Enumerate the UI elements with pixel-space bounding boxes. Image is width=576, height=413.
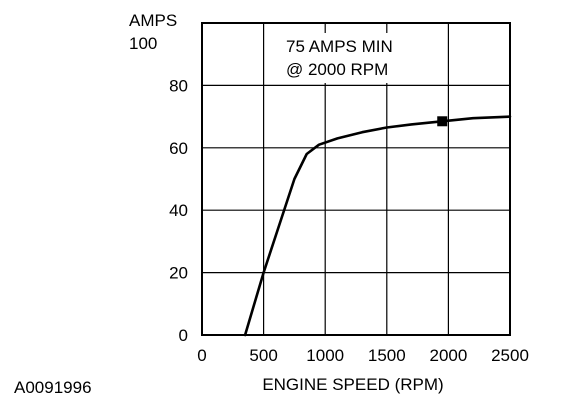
y-tick-label-40: 40	[169, 201, 188, 220]
plot-frame	[201, 22, 511, 336]
y-tick-label-100: 100	[129, 34, 157, 53]
figure-id: A0091996	[14, 378, 92, 397]
x-tick-label-1000: 1000	[306, 346, 344, 365]
annotation-line-1: 75 AMPS MIN	[286, 37, 393, 56]
annotation-line-2: @ 2000 RPM	[286, 60, 388, 79]
x-tick-label-1500: 1500	[368, 346, 406, 365]
x-tick-label-2500: 2500	[491, 346, 529, 365]
x-tick-label-500: 500	[249, 346, 277, 365]
x-tick-label-2000: 2000	[429, 346, 467, 365]
x-tick-label-0: 0	[197, 346, 206, 365]
y-tick-label-20: 20	[169, 264, 188, 283]
data-marker-square	[437, 116, 448, 127]
series-line-0	[243, 115, 512, 337]
y-tick-label-60: 60	[169, 139, 188, 158]
x-axis-label: ENGINE SPEED (RPM)	[262, 375, 443, 394]
y-axis-label: AMPS	[129, 11, 177, 30]
y-tick-label-80: 80	[169, 76, 188, 95]
y-tick-label-0: 0	[179, 326, 188, 345]
marker-layer	[437, 116, 448, 127]
series-layer	[243, 115, 512, 337]
annotation-background	[280, 33, 442, 83]
